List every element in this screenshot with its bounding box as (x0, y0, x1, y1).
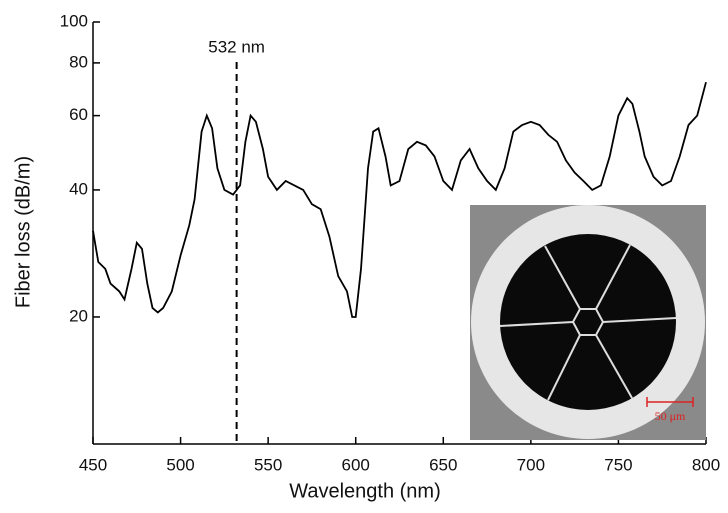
y-tick-label: 60 (69, 105, 88, 124)
y-tick-label: 20 (69, 306, 88, 325)
x-tick-label: 800 (692, 455, 720, 474)
x-tick-label: 550 (254, 455, 282, 474)
y-tick-label: 100 (60, 11, 88, 30)
y-tick-label: 80 (69, 52, 88, 71)
x-tick-label: 750 (604, 455, 632, 474)
y-tick-label: 40 (69, 179, 88, 198)
x-tick-label: 450 (79, 455, 107, 474)
fiber-struts (499, 244, 677, 401)
annotation-label: 532 nm (208, 37, 265, 56)
inset: 50 μm (470, 205, 706, 440)
x-tick-label: 500 (166, 455, 194, 474)
x-axis-label: Wavelength (nm) (289, 480, 441, 502)
scale-bar-label: 50 μm (655, 409, 686, 423)
x-tick-label: 600 (342, 455, 370, 474)
x-tick-label: 700 (517, 455, 545, 474)
scale-bar (646, 397, 694, 407)
fiber-core (500, 234, 676, 410)
x-tick-label: 650 (429, 455, 457, 474)
data-line (92, 81, 707, 318)
y-axis-label: Fiber loss (dB/m) (12, 156, 34, 308)
